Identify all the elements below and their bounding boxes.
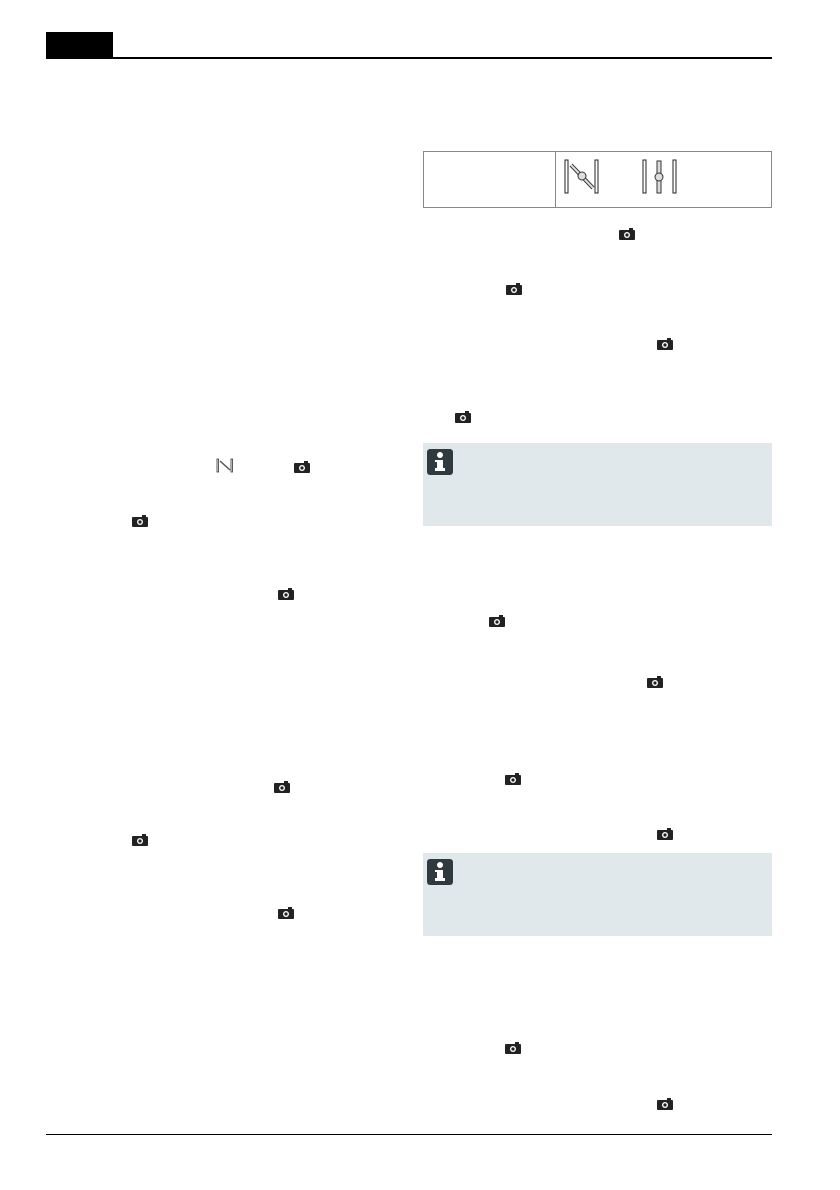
camera-icon [657, 1097, 673, 1110]
camera-icon [657, 827, 673, 840]
info-note [423, 443, 772, 526]
camera-icon [505, 1041, 521, 1054]
camera-icon [278, 906, 294, 919]
camera-icon [274, 780, 290, 793]
valve-position-table [423, 151, 772, 208]
camera-icon [619, 227, 635, 240]
info-note [423, 853, 772, 936]
camera-icon [505, 772, 521, 785]
camera-icon [132, 833, 148, 846]
info-icon [427, 859, 453, 885]
camera-icon [455, 410, 471, 423]
camera-icon [657, 337, 673, 350]
camera-icon [647, 675, 663, 688]
valve-closed-icon [642, 159, 677, 194]
camera-icon [132, 514, 148, 527]
camera-icon [294, 460, 310, 473]
header-rule [46, 57, 772, 59]
camera-icon [278, 587, 294, 600]
header-tab [46, 32, 113, 58]
table-divider [555, 152, 556, 207]
footer-rule [46, 1134, 772, 1135]
valve-open-icon [564, 159, 599, 194]
camera-icon [489, 614, 505, 627]
valve-open-icon [216, 458, 233, 473]
camera-icon [506, 282, 522, 295]
info-icon [427, 449, 453, 475]
